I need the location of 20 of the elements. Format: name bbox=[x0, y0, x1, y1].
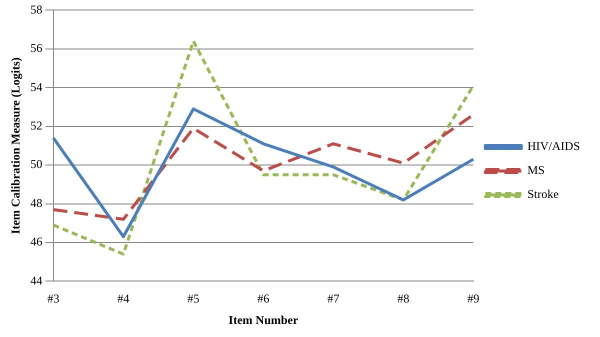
x-tick-label: #8 bbox=[397, 292, 410, 306]
y-tick-label: 58 bbox=[30, 2, 42, 16]
y-tick-label: 54 bbox=[30, 80, 42, 94]
y-tick-label: 56 bbox=[30, 41, 42, 56]
x-axis-title: Item Number bbox=[228, 312, 299, 327]
x-tick-label: #3 bbox=[47, 292, 60, 306]
y-tick-label: 44 bbox=[30, 273, 42, 288]
x-tick-label: #9 bbox=[467, 292, 480, 306]
legend-label: HIV/AIDS bbox=[527, 139, 580, 154]
legend-label: Stroke bbox=[527, 187, 559, 202]
y-tick-label: 46 bbox=[30, 234, 42, 249]
x-tick-label: #7 bbox=[327, 292, 340, 306]
y-tick-label: 52 bbox=[30, 118, 42, 132]
y-tick-label: 50 bbox=[30, 157, 42, 172]
x-tick-label: #4 bbox=[117, 292, 130, 306]
y-tick-label: 48 bbox=[30, 196, 42, 210]
y-axis-title: Item Calibration Measure (Logits) bbox=[8, 57, 22, 234]
legend-label: MS bbox=[527, 163, 545, 178]
x-tick-label: #6 bbox=[257, 292, 270, 306]
x-tick-label: #5 bbox=[187, 292, 200, 306]
